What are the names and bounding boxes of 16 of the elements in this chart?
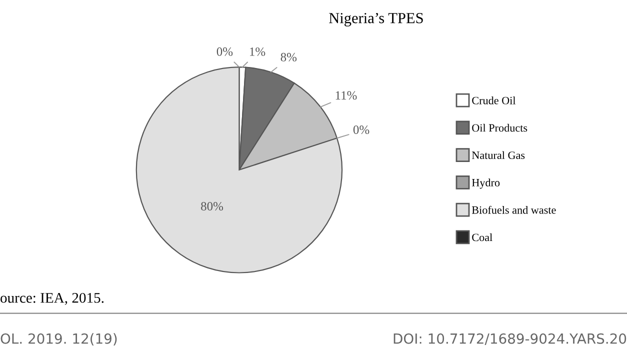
legend-label: Hydro	[472, 178, 500, 189]
legend-label: Biofuels and waste	[472, 206, 556, 214]
text: DOI: 10.7172/1689-9024.YARS.20	[394, 333, 626, 345]
legend-label: Coal	[472, 233, 492, 242]
text: OL. 2019. 12(19)	[0, 333, 117, 346]
legend-label: Crude Oil	[472, 96, 516, 104]
data-label: 8%	[280, 52, 297, 62]
chart-title: Nigeria’s TPES	[329, 12, 423, 26]
data-label: 1%	[250, 47, 266, 56]
text: 0%	[353, 126, 370, 134]
text: 0%	[216, 47, 233, 56]
legend-label: Natural Gas	[472, 151, 525, 160]
legend-label: Oil Products	[472, 124, 528, 132]
data-label: 80%	[201, 202, 224, 211]
data-label: 11%	[336, 91, 357, 100]
text: ource: IEA, 2015.	[0, 292, 104, 305]
